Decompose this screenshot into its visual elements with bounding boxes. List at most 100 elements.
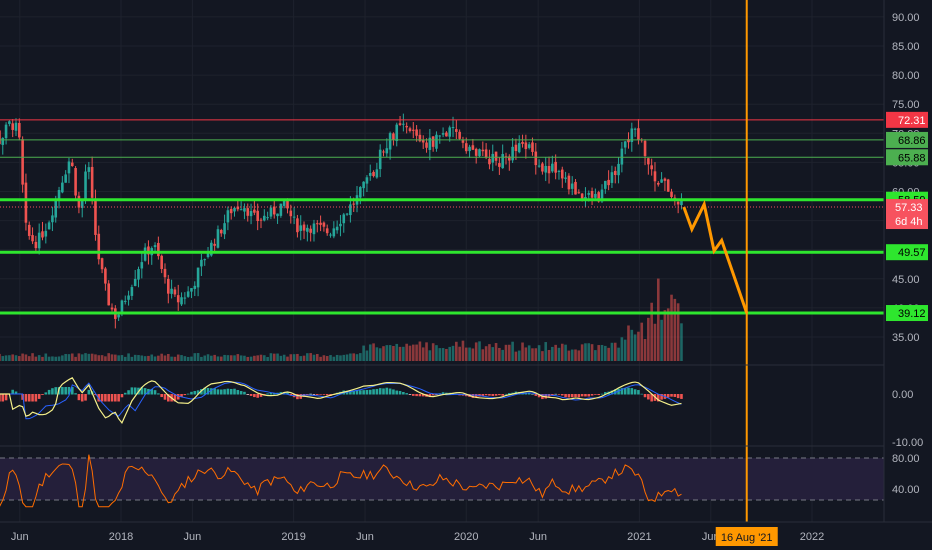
projection-path[interactable] [682,199,749,314]
macd-histogram-bar [143,388,147,395]
candle-body [216,229,220,248]
macd-histogram-bar [382,388,385,395]
candle-body [137,269,140,280]
volume-bar [385,345,389,361]
candle-body [190,288,193,292]
candle-body [544,165,548,173]
candle-body [378,149,382,170]
macd-histogram-bar [617,388,620,395]
macd-histogram-bar [557,394,561,395]
candle-body [365,177,369,184]
macd-histogram-bar [560,394,564,396]
candle-body [421,139,425,143]
candle-body [508,156,511,161]
candle-body [229,208,233,214]
candle-body [570,183,574,189]
candle-body [322,222,326,227]
countdown-tag-text: 6d 4h [895,216,923,228]
macd-histogram-bar [627,387,630,395]
macd-histogram-bar [213,388,216,395]
candle-body [431,136,435,147]
rsi-pane [0,454,884,508]
volume-bar [405,343,408,361]
price-tick-label: 45.00 [892,274,920,286]
candle-body [620,148,624,165]
volume-bar [133,354,137,361]
volume-bar [166,353,170,361]
level-price-tag [886,111,928,128]
candle-body [272,206,276,215]
candle-body [309,228,312,233]
macd-histogram-bar [590,394,594,396]
macd-histogram-bar [650,394,653,402]
candle-body [680,200,683,206]
level-price-tag-text: 65.88 [898,152,926,164]
volume-bar [269,353,273,361]
volume-bar [206,354,210,361]
volume-bar [498,347,501,361]
candle-body [339,223,342,227]
volume-bar [458,346,461,361]
candle-body [398,123,402,125]
time-axis[interactable]: Jun 2018 Jun 2019 Jun 2020 Jun 2021 Jun 2022 [11,531,824,543]
volume-bar [342,354,346,361]
volume-bar [272,353,276,361]
volume-bar [604,345,607,361]
candle-body [405,125,408,128]
candle-body [41,231,44,238]
macd-histogram-bar [226,388,230,395]
candle-body [57,190,61,201]
volume-bar [8,355,11,361]
macd-histogram-bar [508,393,511,395]
candle-body [319,222,322,225]
candle-body [630,128,634,142]
candle-body [8,121,11,124]
volume-bar [14,355,18,361]
candle-body [203,259,207,261]
volume-bar [176,354,180,361]
candle-body [607,179,610,186]
volume-bar [590,344,594,361]
candle-body [61,182,64,193]
projection-line[interactable] [682,199,749,314]
macd-histogram-bar [120,394,124,398]
candle-body [34,241,38,249]
volume-bar [521,342,524,361]
volume-bar [203,355,207,361]
volume-bar [660,319,663,361]
candle-body [77,195,81,208]
volume-bar [80,354,84,361]
macd-histogram-bar [166,394,170,402]
candle-body [54,198,58,218]
candle-body [438,135,442,137]
candle-body [140,262,144,269]
horizontal-levels[interactable] [0,119,884,315]
candle-body [120,300,124,315]
candle-body [392,133,395,140]
volume-bar [153,356,157,361]
candle-body [541,163,544,172]
volume-bar [481,349,485,361]
macd-line [0,381,682,420]
volume-bar [647,317,650,361]
volume-bar [233,355,236,361]
macd-histogram-bar [266,393,269,395]
signal-line [0,377,682,425]
volume-bar [21,353,24,361]
volume-bar [61,355,64,361]
volume-bar [243,355,246,361]
candle-body [64,174,67,183]
volume-bar [335,354,339,361]
volume-bar [180,355,183,361]
candle-body [206,253,210,258]
volume-bar [617,347,620,361]
volume-bar [64,353,67,361]
macd-histogram-bar [349,390,352,395]
volume-bar [41,356,44,361]
macd-histogram-bar [80,394,84,402]
candle-body [577,192,581,194]
volume-bar [398,346,402,361]
macd-histogram-bar [392,389,395,395]
volume-bar [299,356,303,361]
